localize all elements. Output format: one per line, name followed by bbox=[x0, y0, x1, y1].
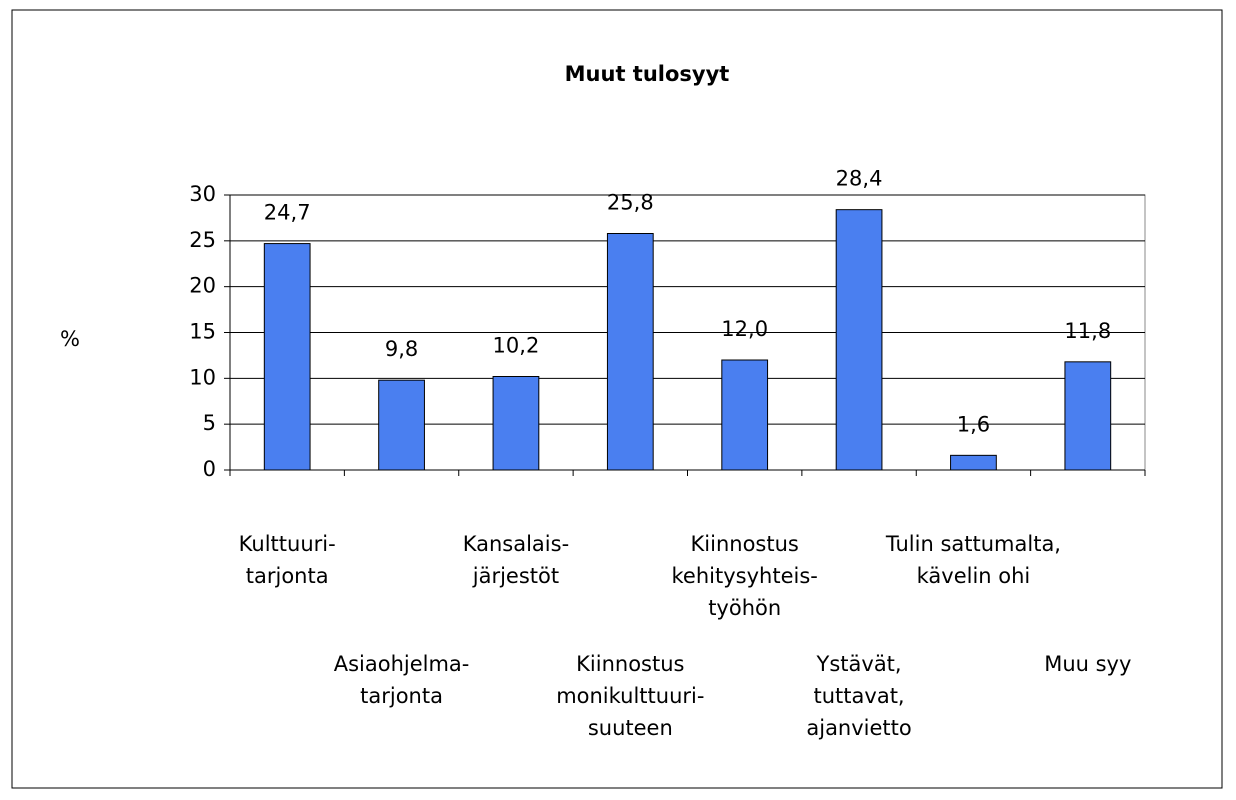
data-label: 9,8 bbox=[385, 337, 418, 361]
y-tick-label: 30 bbox=[189, 182, 216, 206]
x-tick-label-line: tarjonta bbox=[246, 564, 329, 588]
data-label: 11,8 bbox=[1064, 319, 1111, 343]
x-tick-label-line: kehitysyhteis- bbox=[672, 564, 818, 588]
bar bbox=[606, 233, 654, 471]
x-tick-label-line: Tulin sattumalta, bbox=[885, 532, 1061, 556]
x-tick-label: Kulttuuri-tarjonta bbox=[239, 532, 336, 588]
x-tick-label-line: Asiaohjelma- bbox=[334, 652, 470, 676]
y-tick-label: 15 bbox=[189, 320, 216, 344]
bar bbox=[950, 454, 997, 471]
x-tick-label-line: Kulttuuri- bbox=[239, 532, 336, 556]
x-tick-label: Kansalais-järjestöt bbox=[463, 532, 569, 588]
y-tick-label: 0 bbox=[203, 457, 216, 481]
y-tick-label: 5 bbox=[203, 411, 216, 435]
x-tick-label: Asiaohjelma-tarjonta bbox=[334, 652, 470, 708]
x-tick-label-line: Kansalais- bbox=[463, 532, 569, 556]
x-tick-label: Ystävät, tuttavat, ajanvietto bbox=[806, 652, 911, 740]
bar bbox=[835, 209, 883, 471]
x-tick-label-line: Muu syy bbox=[1044, 652, 1131, 676]
y-tick-label: 25 bbox=[189, 228, 216, 252]
x-tick-label-line: Kiinnostus bbox=[576, 652, 684, 676]
bar bbox=[492, 376, 540, 471]
bar bbox=[1064, 361, 1112, 471]
data-label: 12,0 bbox=[721, 317, 768, 341]
data-label: 1,6 bbox=[957, 412, 990, 436]
bar bbox=[263, 243, 311, 471]
data-label: 25,8 bbox=[607, 191, 654, 215]
x-tick-label: Kiinnostus kehitysyhteis-työhön bbox=[672, 532, 818, 620]
x-tick-label-line: suuteen bbox=[588, 716, 673, 740]
x-tick-label: Muu syy bbox=[1044, 652, 1131, 676]
data-label: 10,2 bbox=[493, 334, 540, 358]
y-tick-label: 20 bbox=[189, 274, 216, 298]
bar bbox=[378, 379, 425, 471]
x-tick-label-line: tarjonta bbox=[360, 684, 443, 708]
x-tick-label: Tulin sattumalta, kävelin ohi bbox=[885, 532, 1061, 588]
y-tick-label: 10 bbox=[189, 365, 216, 389]
x-tick-label-line: työhön bbox=[708, 596, 781, 620]
x-tick-label-line: kävelin ohi bbox=[917, 564, 1031, 588]
bar bbox=[721, 359, 769, 471]
x-tick-label-line: järjestöt bbox=[472, 564, 559, 588]
x-tick-label-line: Ystävät, bbox=[816, 652, 902, 676]
y-axis-label: % bbox=[60, 327, 80, 351]
x-tick-label-line: Kiinnostus bbox=[691, 532, 799, 556]
x-tick-label-line: ajanvietto bbox=[806, 716, 911, 740]
chart-title: Muut tulosyyt bbox=[565, 62, 730, 86]
x-tick-label-line: monikulttuuri- bbox=[556, 684, 704, 708]
x-tick-label: Kiinnostus monikulttuuri-suuteen bbox=[556, 652, 704, 740]
x-tick-label-line: tuttavat, bbox=[814, 684, 905, 708]
data-label: 24,7 bbox=[264, 201, 311, 225]
data-label: 28,4 bbox=[836, 167, 883, 191]
